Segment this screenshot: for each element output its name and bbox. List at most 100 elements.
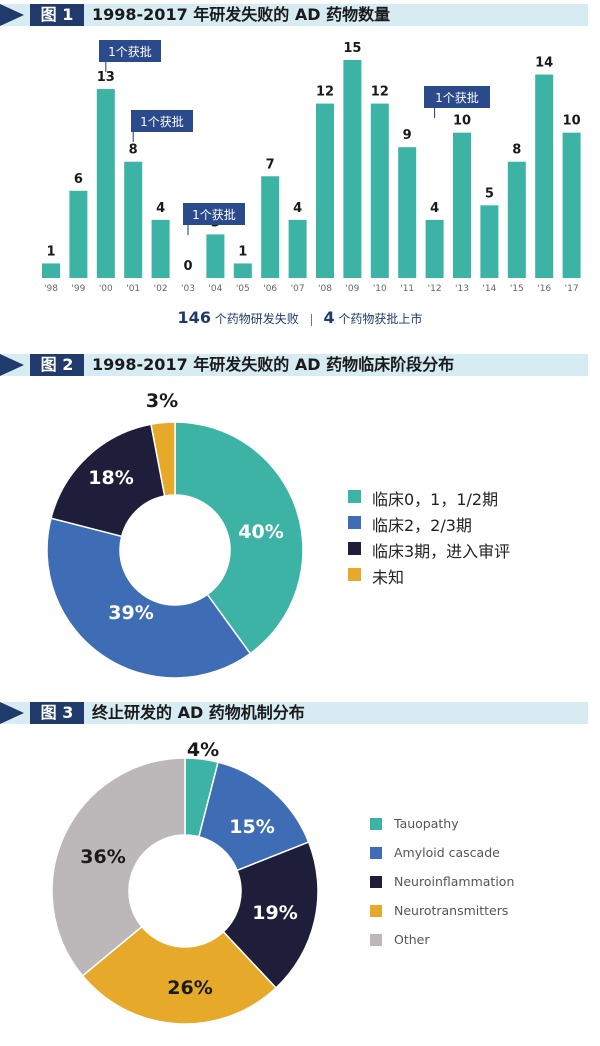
x-tick-label: '07	[291, 284, 305, 294]
bar	[288, 219, 307, 278]
slice-value-label: 15%	[229, 816, 274, 838]
bar-value-label: 8	[129, 143, 138, 158]
divider	[310, 313, 312, 326]
bar	[124, 161, 143, 278]
pie-slice	[51, 757, 186, 977]
pie-slice	[46, 517, 252, 679]
x-tick-label: '06	[263, 284, 277, 294]
legend-swatch	[348, 568, 361, 581]
failed-label: 个药物研发失败	[214, 312, 299, 326]
header-bar	[0, 4, 588, 26]
bar-value-label: 10	[563, 114, 581, 129]
bar-value-label: 6	[74, 172, 83, 187]
legend-swatch	[370, 905, 382, 917]
figure-1: 图 1 1998-2017 年研发失败的 AD 药物数量 1 '98 6 '99 13 '…	[0, 0, 600, 340]
x-tick-label: '10	[373, 284, 387, 294]
bar-value-label: 15	[343, 41, 361, 56]
figure-title: 终止研发的 AD 药物机制分布	[92, 703, 305, 722]
slice-value-label: 39%	[108, 602, 153, 624]
legend-swatch	[348, 542, 361, 555]
pie-slice	[150, 421, 176, 497]
legend-label: Tauopathy	[394, 816, 459, 831]
slice-value-label: 19%	[252, 902, 297, 924]
x-tick-label: '14	[482, 284, 496, 294]
legend-swatch	[370, 934, 382, 946]
x-tick-label: '04	[208, 284, 222, 294]
slice-value-label: 26%	[167, 977, 212, 999]
bar-value-label: 14	[535, 56, 553, 71]
bar	[425, 219, 444, 278]
bar-value-label: 5	[485, 186, 494, 201]
x-tick-label: '03	[181, 284, 195, 294]
header-arrow-icon	[0, 354, 24, 376]
bar	[151, 219, 170, 278]
bar-value-label: 10	[453, 114, 471, 129]
legend-label: Other	[394, 932, 430, 947]
annotation-label: 1个获批	[108, 44, 152, 59]
legend-label: 未知	[372, 568, 405, 587]
failed-count: 146	[177, 308, 211, 327]
bar-value-label: 7	[266, 157, 275, 172]
annotation-box	[131, 110, 193, 132]
annotation-box	[99, 40, 161, 62]
bar-value-label: 8	[512, 143, 521, 158]
figure-tag: 图 3	[30, 702, 84, 724]
figure-title: 1998-2017 年研发失败的 AD 药物数量	[92, 5, 391, 24]
bar-value-label: 12	[316, 85, 334, 100]
pie-slice	[174, 421, 304, 655]
figure-title: 1998-2017 年研发失败的 AD 药物临床阶段分布	[92, 355, 455, 374]
bar	[398, 147, 417, 278]
x-tick-label: '17	[565, 284, 579, 294]
x-tick-label: '09	[345, 284, 359, 294]
bar	[69, 190, 88, 278]
bar-value-label: 9	[403, 128, 412, 143]
annotation-label: 1个获批	[140, 114, 184, 129]
legend-label: Amyloid cascade	[394, 845, 500, 860]
bar	[480, 205, 499, 278]
legend-label: Neurotransmitters	[394, 903, 509, 918]
bar-chart: 1'986'9913'008'014'020'033'041'057'064'0…	[42, 40, 581, 294]
x-tick-label: '12	[428, 284, 442, 294]
figure-3-header: 图 3 终止研发的 AD 药物机制分布	[0, 698, 600, 724]
slice-value-label: 40%	[238, 521, 283, 543]
figure-tag: 图 2	[30, 354, 84, 376]
slice-value-label: 18%	[88, 467, 133, 489]
legend-swatch	[370, 876, 382, 888]
annotation-box	[183, 203, 245, 225]
x-tick-label: '01	[126, 284, 140, 294]
x-tick-label: '11	[400, 284, 414, 294]
x-tick-label: '00	[99, 284, 113, 294]
approved-label: 个药物获批上市	[338, 312, 423, 326]
legend-swatch	[348, 516, 361, 529]
x-tick-label: '16	[537, 284, 551, 294]
bar	[316, 103, 334, 278]
annotation-label: 1个获批	[435, 90, 479, 105]
x-tick-label: '05	[236, 284, 250, 294]
slice-value-label: 3%	[146, 390, 178, 412]
bar	[562, 132, 581, 278]
bar	[261, 176, 280, 278]
figure-1-header: 图 1 1998-2017 年研发失败的 AD 药物数量	[0, 0, 600, 26]
bar-value-label: 13	[97, 70, 115, 85]
bar	[507, 161, 526, 278]
donut-chart-mechanism: 4% 15% 19% 26% 36%	[51, 739, 319, 1025]
figure-2-header: 图 2 1998-2017 年研发失败的 AD 药物临床阶段分布	[0, 350, 600, 376]
pie-slice	[222, 841, 319, 990]
legend-label: 临床0，1，1/2期	[372, 490, 499, 509]
bar	[206, 234, 225, 278]
legend-label: 临床2，2/3期	[372, 516, 472, 535]
bar	[96, 89, 115, 278]
annotation-label: 1个获批	[192, 207, 236, 222]
figure-1-footer: 146 个药物研发失败 4 个药物获批上市	[0, 308, 600, 332]
bar	[535, 74, 554, 279]
bar	[42, 263, 60, 278]
x-tick-label: '13	[455, 284, 469, 294]
legend-label: Neuroinflammation	[394, 874, 515, 889]
figure-tag: 图 1	[30, 4, 84, 26]
legend-swatch	[370, 818, 382, 830]
pie-slice	[50, 423, 166, 538]
bar	[370, 103, 389, 278]
bar-value-label: 12	[371, 85, 389, 100]
figure-2: 图 2 1998-2017 年研发失败的 AD 药物临床阶段分布 40% 39% 1…	[0, 350, 600, 690]
bar-value-label: 1	[46, 244, 55, 259]
